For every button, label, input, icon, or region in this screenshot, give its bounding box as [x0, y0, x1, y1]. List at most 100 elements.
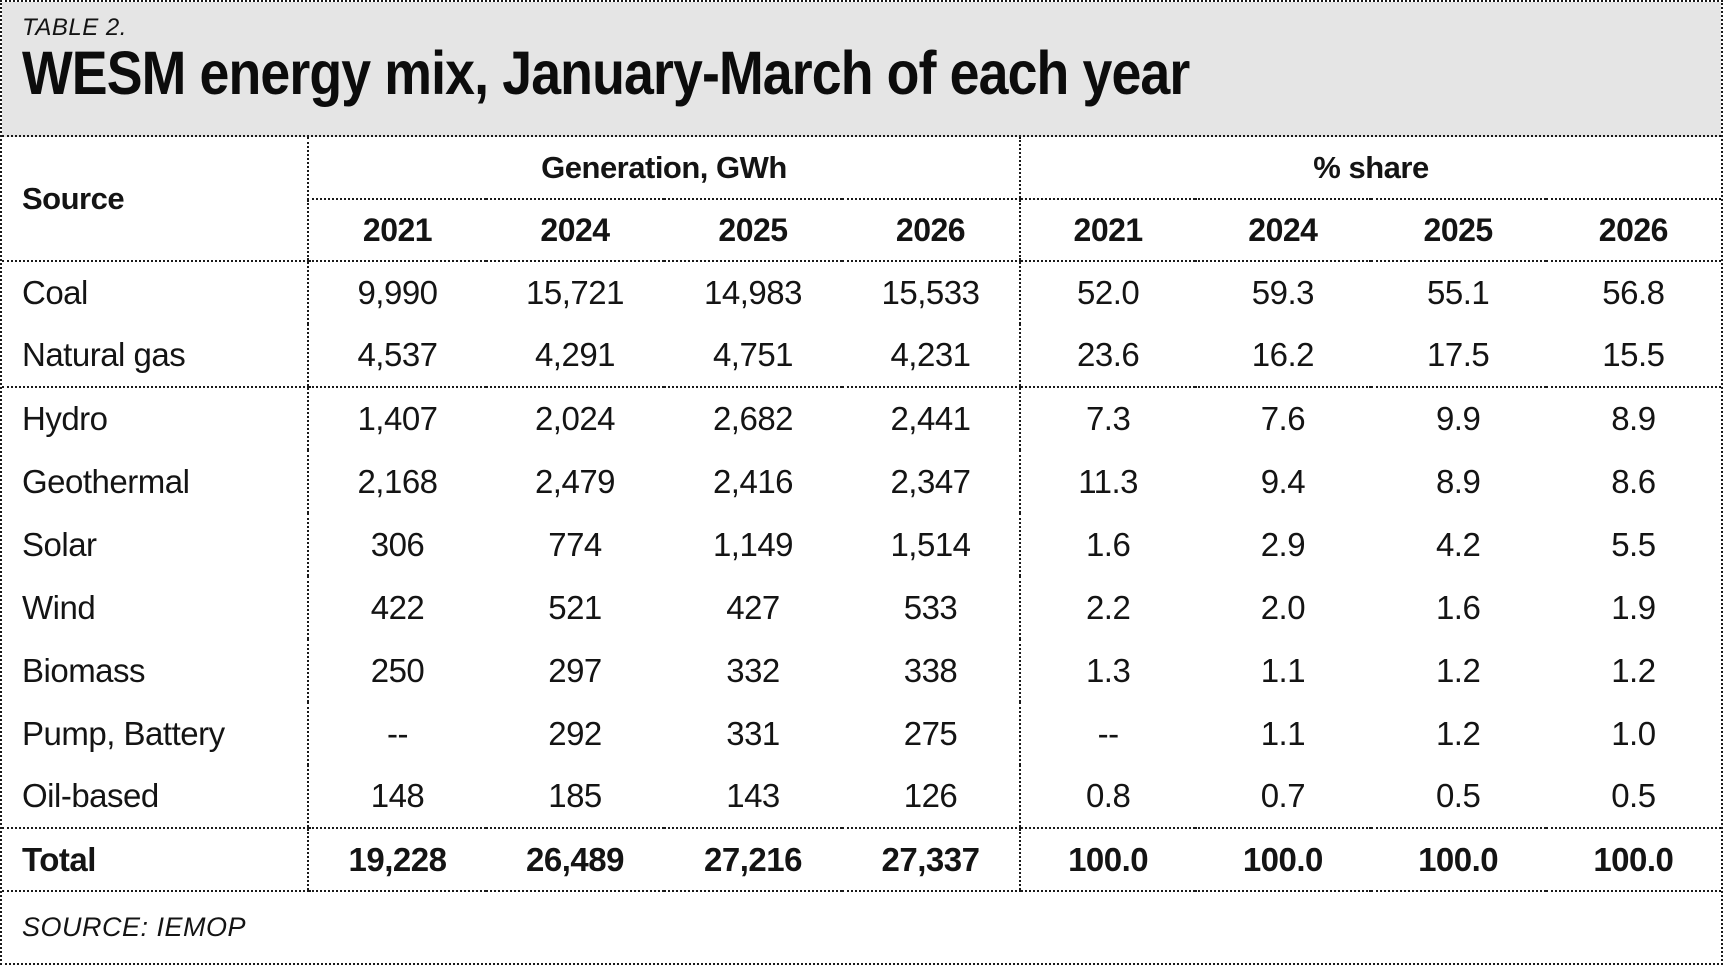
gen-value: 4,291 — [486, 324, 664, 388]
year-header-share-2025: 2025 — [1370, 199, 1546, 262]
share-value: 1.1 — [1260, 714, 1306, 752]
year-header-row: 2021 2024 2025 2026 2021 2024 2025 2026 — [2, 199, 1721, 262]
table-row-biomass: Biomass 250 297 332 338 1.3 1.1 1.2 1.2 — [2, 639, 1721, 702]
share-value: 23.6 — [1018, 324, 1196, 388]
table-row-wind: Wind 422 521 427 533 2.2 2.0 1.6 1.9 — [2, 576, 1721, 639]
gen-value: 26,489 — [486, 828, 664, 892]
year-header-gen-2026: 2026 — [842, 199, 1020, 262]
share-value: 0.7 — [1195, 765, 1371, 829]
share-value: 1.0 — [1611, 714, 1656, 752]
table-row-oil-based: Oil-based 148 185 143 126 0.8 0.7 0.5 0.… — [2, 765, 1721, 829]
gen-value: 1,407 — [307, 387, 486, 450]
gen-value: 15,533 — [881, 274, 980, 311]
row-label: Biomass — [22, 651, 146, 689]
gen-value: 9,990 — [307, 261, 486, 324]
share-value: 1.2 — [1611, 651, 1656, 689]
share-value: 15.5 — [1545, 324, 1721, 388]
year-header-gen-2025: 2025 — [664, 199, 842, 262]
gen-value: 19,228 — [307, 828, 486, 892]
share-value: 0.8 — [1018, 765, 1196, 829]
table-row-total: Total 19,228 26,489 27,216 27,337 100.0 … — [2, 828, 1721, 892]
share-value: 5.5 — [1611, 525, 1656, 563]
year-header-share-2026: 2026 — [1545, 199, 1721, 262]
table-row-hydro: Hydro 1,407 2,024 2,682 2,441 7.3 7.6 9.… — [2, 387, 1721, 450]
row-label: Pump, Battery — [22, 714, 225, 752]
share-value: 59.3 — [1251, 274, 1315, 311]
gen-value: 4,537 — [307, 324, 486, 388]
gen-value: 521 — [548, 588, 602, 626]
year-header-share-2021: 2021 — [1018, 199, 1196, 262]
table-kicker: TABLE 2. — [22, 14, 127, 41]
row-label: Natural gas — [2, 324, 308, 388]
share-value: 7.6 — [1260, 400, 1306, 437]
gen-value: 250 — [307, 639, 486, 702]
gen-value: 4,751 — [664, 324, 842, 388]
share-value: 2.9 — [1260, 525, 1306, 563]
share-value: 8.9 — [1611, 400, 1656, 437]
row-label: Coal — [22, 274, 88, 311]
share-value: 1.9 — [1611, 588, 1656, 626]
gen-value: 306 — [307, 513, 486, 576]
share-value: 100.0 — [1545, 828, 1721, 892]
row-label: Total — [2, 828, 308, 892]
table-row-coal: Coal 9,990 15,721 14,983 15,533 52.0 59.… — [2, 261, 1721, 324]
gen-value: 14,983 — [704, 274, 802, 311]
table-row-solar: Solar 306 774 1,149 1,514 1.6 2.9 4.2 5.… — [2, 513, 1721, 576]
share-value: 4.2 — [1435, 525, 1481, 563]
table-row-pump-battery: Pump, Battery -- 292 331 275 -- 1.1 1.2 … — [2, 702, 1721, 765]
gen-value: 332 — [726, 651, 780, 689]
gen-value: 774 — [548, 525, 602, 563]
gen-value: 1,514 — [890, 525, 971, 563]
share-value: 8.9 — [1435, 462, 1481, 500]
gen-value: 2,682 — [712, 400, 794, 437]
gen-value: 15,721 — [526, 274, 624, 311]
share-value: 1.2 — [1435, 714, 1481, 752]
share-value: 1.6 — [1018, 513, 1196, 576]
year-header-gen-2021: 2021 — [307, 199, 486, 262]
table-row-natural-gas: Natural gas 4,537 4,291 4,751 4,231 23.6… — [2, 324, 1721, 388]
share-value: 1.2 — [1435, 651, 1481, 689]
group-header-row: Source Generation, GWh % share — [2, 137, 1721, 262]
gen-value: 126 — [842, 765, 1020, 829]
share-value: 0.5 — [1545, 765, 1721, 829]
gen-value: 143 — [664, 765, 842, 829]
gen-value: 4,231 — [842, 324, 1020, 388]
share-value: 56.8 — [1602, 274, 1665, 311]
gen-value: 275 — [903, 714, 958, 752]
share-value: 1.3 — [1018, 639, 1196, 702]
share-value: 1.6 — [1435, 588, 1481, 626]
gen-value: 27,216 — [664, 828, 842, 892]
share-value: 100.0 — [1370, 828, 1546, 892]
share-value: 11.3 — [1018, 450, 1196, 513]
source-note: SOURCE: IEMOP — [22, 912, 247, 942]
share-value: 0.5 — [1370, 765, 1546, 829]
gen-value: 1,149 — [712, 525, 794, 563]
gen-value: 2,441 — [890, 400, 971, 437]
share-value: 55.1 — [1427, 274, 1490, 311]
gen-value: 2,416 — [712, 462, 794, 500]
gen-value: 422 — [307, 576, 486, 639]
gen-value: 2,347 — [890, 462, 971, 500]
gen-value: 331 — [726, 714, 780, 752]
share-value: 2.2 — [1018, 576, 1196, 639]
row-label: Solar — [22, 525, 97, 563]
page-title: WESM energy mix, January-March of each y… — [22, 39, 1190, 107]
share-value: 16.2 — [1195, 324, 1371, 388]
gen-value: 2,479 — [534, 462, 616, 500]
year-header-share-2024: 2024 — [1195, 199, 1371, 262]
gen-value: 27,337 — [842, 828, 1020, 892]
gen-value: 148 — [307, 765, 486, 829]
energy-mix-table: Source Generation, GWh % share 2021 2024… — [2, 137, 1721, 892]
share-value: 17.5 — [1370, 324, 1546, 388]
row-label: Geothermal — [22, 462, 190, 500]
table-row-geothermal: Geothermal 2,168 2,479 2,416 2,347 11.3 … — [2, 450, 1721, 513]
row-label: Hydro — [22, 400, 108, 437]
gen-value: 297 — [548, 651, 602, 689]
gen-value: -- — [307, 702, 486, 765]
gen-value: 2,024 — [534, 400, 616, 437]
share-value: 7.3 — [1018, 387, 1196, 450]
year-header-gen-2024: 2024 — [486, 199, 664, 262]
share-value: 52.0 — [1018, 261, 1196, 324]
title-band: TABLE 2. WESM energy mix, January-March … — [2, 2, 1721, 137]
column-group-generation: Generation, GWh — [307, 137, 1020, 200]
